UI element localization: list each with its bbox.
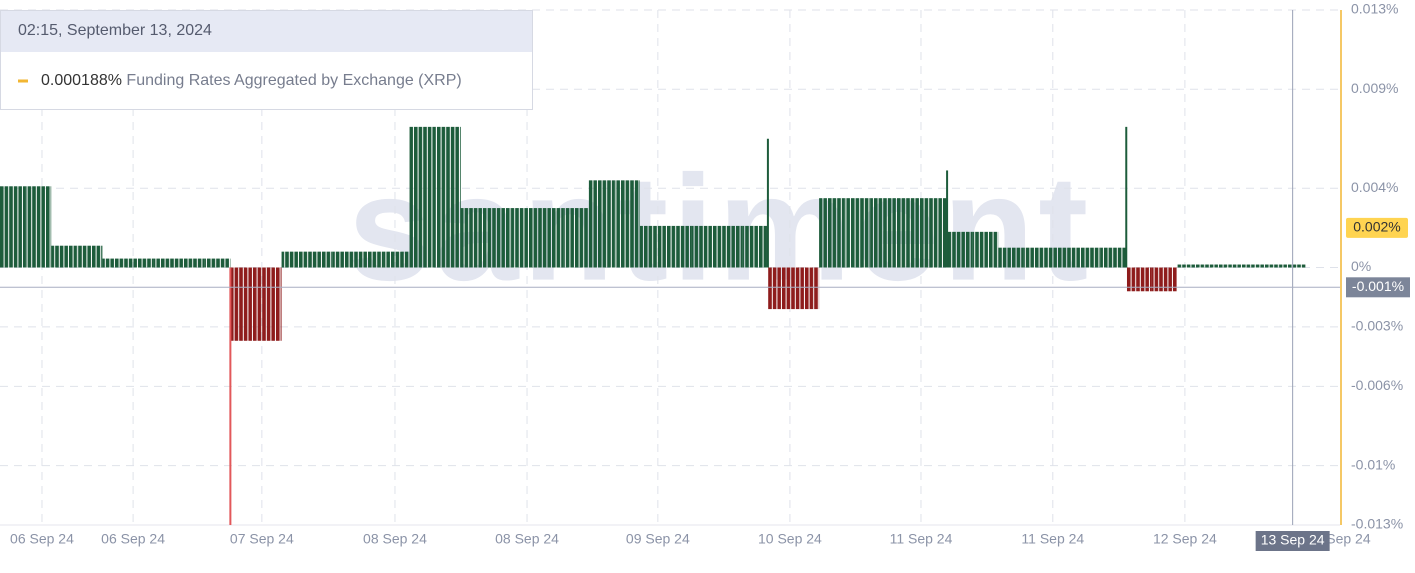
bar (691, 225, 717, 268)
bar (486, 208, 512, 268)
x-tick-label: 11 Sep 24 (1021, 531, 1084, 547)
x-tick-label: 08 Sep 24 (363, 531, 427, 547)
bar (51, 245, 77, 268)
bar (102, 258, 128, 268)
y-tick-label: -0.01% (1351, 456, 1395, 472)
bar (639, 225, 666, 268)
bar (767, 267, 794, 310)
bar (1049, 247, 1076, 268)
bar (0, 186, 26, 268)
bar (460, 208, 487, 268)
bar (1075, 247, 1101, 268)
bar (435, 126, 461, 268)
spike-bar (766, 138, 769, 268)
bar (998, 247, 1024, 268)
bar (819, 198, 845, 268)
bar (1100, 247, 1127, 268)
bar (383, 251, 410, 268)
bar (255, 267, 282, 341)
bar (1151, 267, 1178, 292)
spike-bar (946, 170, 949, 268)
bar (716, 225, 743, 268)
tooltip-line: 0.000188% Funding Rates Aggregated by Ex… (41, 72, 462, 89)
x-tick-label: 10 Sep 24 (758, 531, 822, 547)
bar (870, 198, 896, 268)
bar (947, 231, 973, 268)
bar (358, 251, 384, 268)
bar (179, 258, 205, 268)
y-tick-label: -0.013% (1351, 516, 1403, 532)
last-value-label: 0.002% (1353, 219, 1400, 235)
crosshair-y-label: -0.001% (1352, 278, 1404, 294)
bar (563, 208, 589, 268)
x-tick-label: 08 Sep 24 (495, 531, 559, 547)
bar (972, 231, 999, 268)
spike-bar (1125, 126, 1128, 268)
spike-bar (229, 267, 232, 525)
x-tick-label: 09 Sep 24 (626, 531, 690, 547)
x-tick-label: 06 Sep 24 (10, 531, 74, 547)
bar (332, 251, 359, 268)
bar (281, 251, 308, 268)
bar (409, 126, 436, 268)
bar (127, 258, 154, 268)
y-tick-label: 0.013% (1351, 1, 1398, 17)
bar (844, 198, 871, 268)
bar (895, 198, 922, 268)
tooltip-value: 0.000188% (41, 72, 122, 89)
bar (1203, 264, 1229, 268)
bar (1254, 264, 1280, 268)
bar (204, 258, 231, 268)
bar (153, 258, 180, 268)
x-tick-label: 07 Sep 24 (230, 531, 294, 547)
bar (1126, 267, 1152, 292)
crosshair-x-badge (1255, 531, 1330, 551)
bar (76, 245, 103, 268)
crosshair-y-badge (1346, 277, 1410, 298)
bar (921, 198, 948, 268)
bar (793, 267, 820, 310)
bar (25, 186, 52, 268)
y-tick-label: 0% (1351, 258, 1371, 274)
x-tick-label: 12 Sep 24 (1153, 531, 1217, 547)
x-tick-label: 06 Sep 24 (101, 531, 165, 547)
x-tick-label: 11 Sep 24 (890, 531, 953, 547)
bar (1177, 264, 1204, 268)
bar (588, 180, 615, 268)
tooltip-header (1, 11, 532, 52)
last-value-badge (1346, 217, 1408, 238)
bar (511, 208, 538, 268)
bar (665, 225, 692, 268)
bar (230, 267, 256, 341)
y-tick-label: 0.009% (1351, 80, 1398, 96)
bar (1023, 247, 1050, 268)
bar (537, 208, 564, 268)
legend-label: Funding Rates Aggregated by Exchange (XR… (126, 72, 461, 89)
bar (614, 180, 640, 268)
crosshair-x-label: 13 Sep 24 (1261, 532, 1325, 548)
y-tick-label: 0.004% (1351, 179, 1398, 195)
y-tick-label: -0.006% (1351, 377, 1403, 393)
bar (742, 225, 768, 268)
bar (307, 251, 333, 268)
y-tick-label: -0.003% (1351, 318, 1403, 334)
tooltip-time: 02:15, September 13, 2024 (18, 22, 212, 39)
bar (1228, 264, 1255, 268)
